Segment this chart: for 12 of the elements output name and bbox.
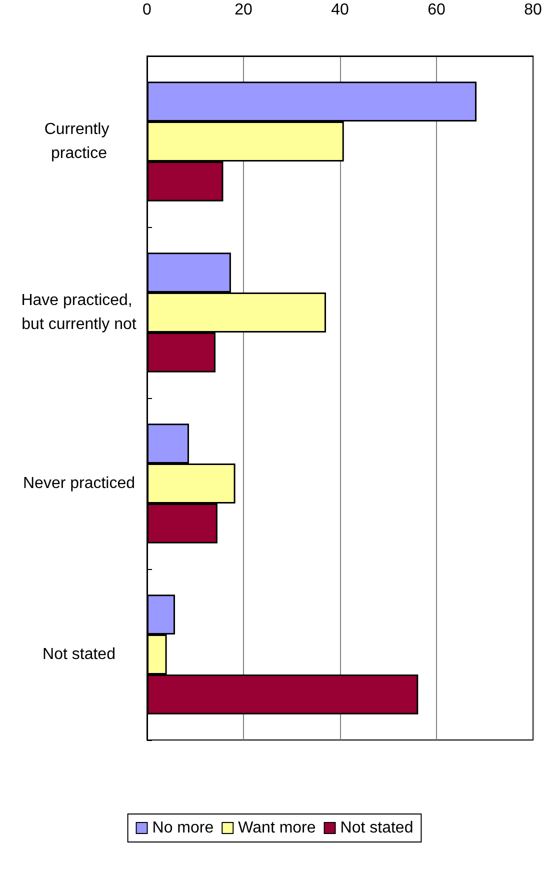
x-tick-label: 40 (331, 2, 349, 18)
x-tick-label: 60 (428, 2, 446, 18)
x-tick-label: 0 (142, 2, 152, 18)
y-tick-label: Have practiced, but currently not (21, 292, 137, 333)
y-tick-label: Never practiced (22, 475, 136, 492)
x-tick-label: 20 (234, 2, 252, 18)
legend-label: No more (152, 820, 214, 836)
y-tick-label: Currently practice (44, 121, 114, 162)
legend-label: Want more (238, 820, 316, 836)
legend-label: Not stated (340, 820, 414, 836)
x-tick-label: 80 (524, 2, 542, 18)
y-tick-label: Not stated (42, 646, 116, 663)
